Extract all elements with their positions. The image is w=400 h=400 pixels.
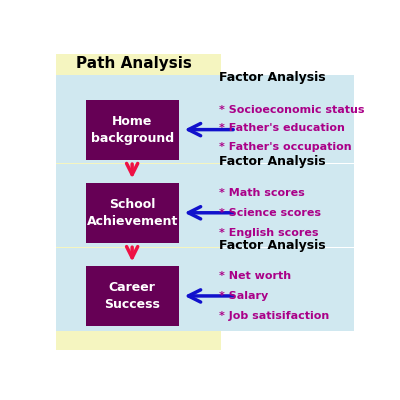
Bar	[86, 183, 179, 243]
Bar	[56, 248, 354, 331]
Bar	[86, 100, 179, 160]
Text: * Salary: * Salary	[219, 291, 268, 301]
Bar	[56, 54, 220, 350]
Text: Path Analysis: Path Analysis	[76, 56, 192, 71]
Bar	[86, 266, 179, 326]
Text: School
Achievement: School Achievement	[86, 198, 178, 228]
Text: * Science scores: * Science scores	[219, 208, 321, 218]
Text: * Net worth: * Net worth	[219, 271, 291, 281]
Text: Factor Analysis: Factor Analysis	[219, 71, 326, 84]
Text: * Father's education: * Father's education	[219, 123, 345, 133]
Bar	[56, 75, 354, 162]
Text: Career
Success: Career Success	[104, 281, 160, 311]
Text: * Father's occupation: * Father's occupation	[219, 142, 352, 152]
Text: Factor Analysis: Factor Analysis	[219, 239, 326, 252]
Text: * Job satisifaction: * Job satisifaction	[219, 311, 329, 321]
Text: Home
background: Home background	[90, 115, 174, 145]
Text: Factor Analysis: Factor Analysis	[219, 156, 326, 168]
Bar	[56, 164, 354, 247]
Text: * Math scores: * Math scores	[219, 188, 305, 198]
Text: * Socioeconomic status: * Socioeconomic status	[219, 105, 364, 115]
Text: * English scores: * English scores	[219, 228, 318, 238]
